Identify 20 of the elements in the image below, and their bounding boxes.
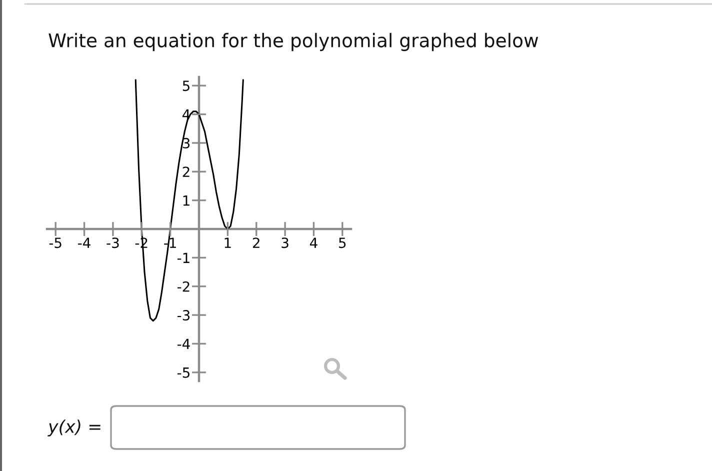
y-tick-label: 5 — [182, 80, 190, 92]
x-tick-label: -3 — [106, 238, 119, 248]
y-tick-label: -1 — [178, 252, 190, 263]
y-tick-label: 2 — [182, 166, 190, 177]
line-series — [134, 79, 244, 322]
y-tick-label: -2 — [178, 281, 190, 292]
x-tick-label: -5 — [49, 238, 62, 248]
x-tick-label: 5 — [339, 238, 346, 248]
y-tick-label: -4 — [178, 338, 190, 349]
x-tick-label: 3 — [282, 238, 288, 248]
y-tick-label: -5 — [178, 368, 190, 378]
y-tick-label: 1 — [183, 195, 190, 206]
text: y(x) = — [48, 420, 100, 436]
chart-title: Write an equation for the polynomial graphed below — [48, 32, 538, 52]
x-tick-label: -4 — [78, 238, 90, 248]
x-tick-label: 4 — [310, 238, 318, 248]
x-tick-label: 1 — [224, 238, 231, 248]
x-tick-label: 2 — [252, 238, 260, 248]
y-tick-label: -3 — [178, 310, 190, 321]
y-tick-label: 3 — [182, 138, 190, 148]
